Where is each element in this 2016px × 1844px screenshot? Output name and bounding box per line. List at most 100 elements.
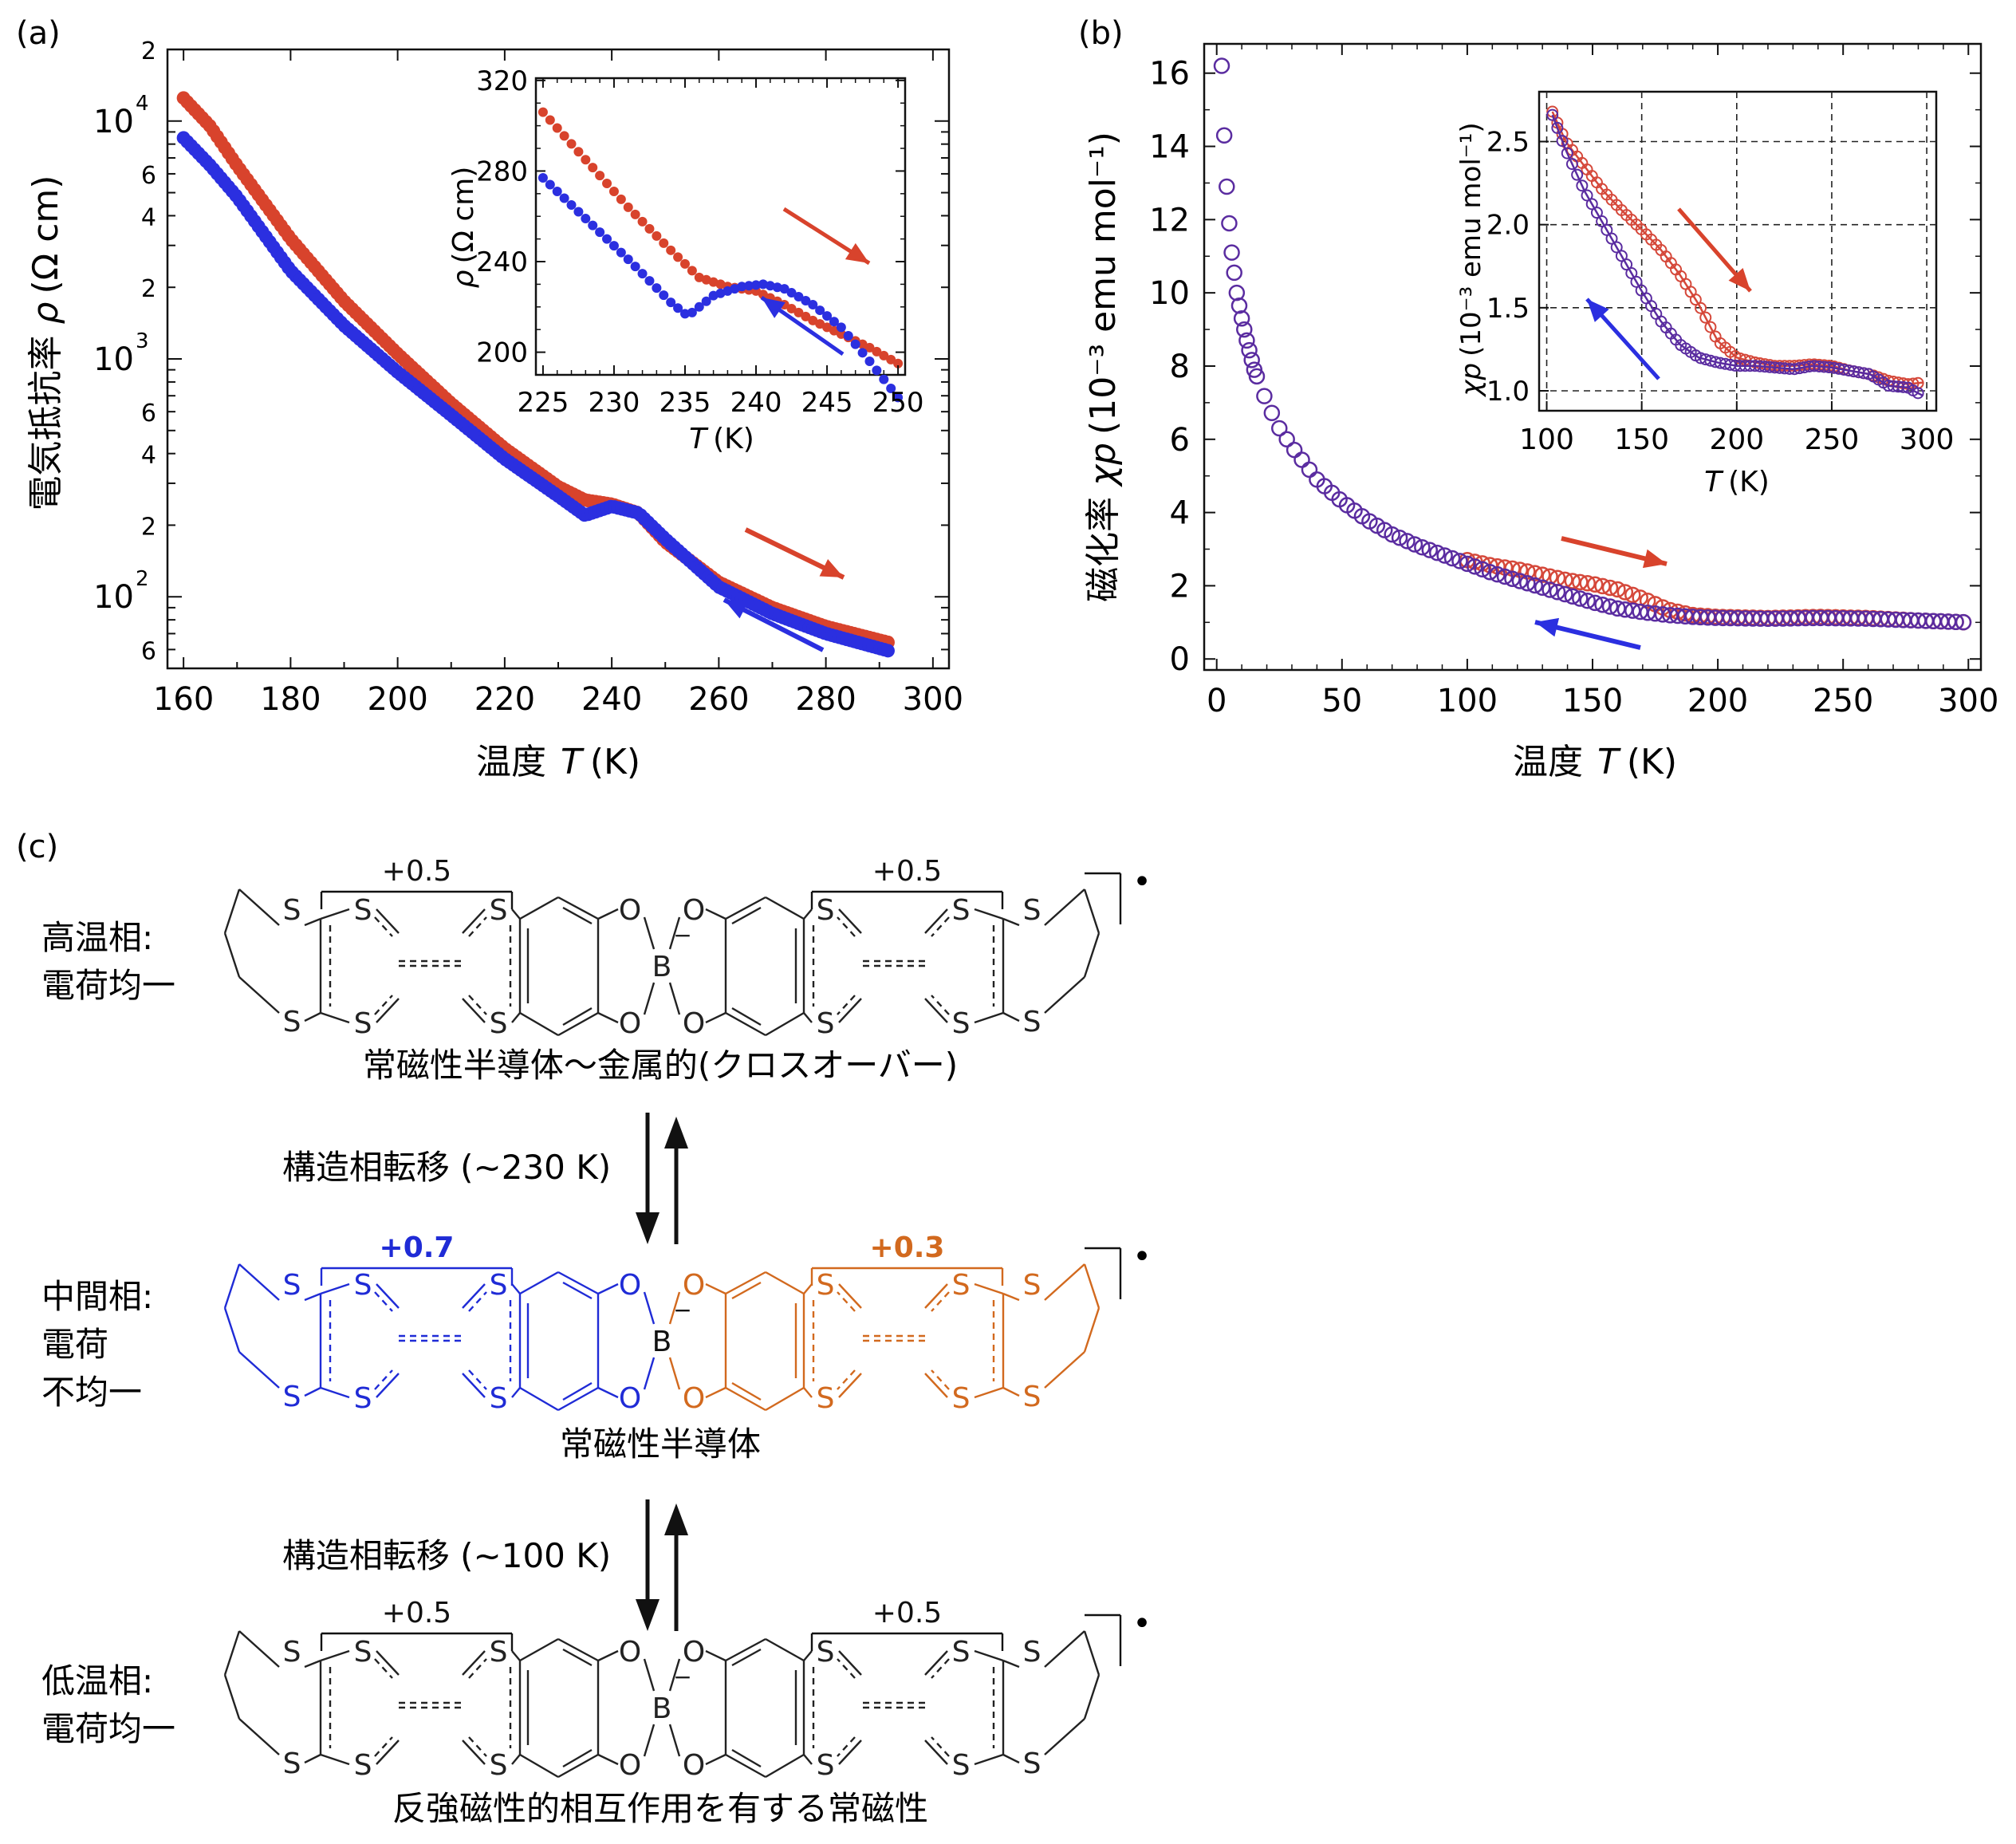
atom-label: O: [619, 894, 641, 927]
a-inset-point-cooling: [758, 279, 768, 290]
atom-label: S: [817, 1636, 835, 1669]
b-point-cooling: [1443, 550, 1461, 567]
bond: [803, 1283, 813, 1294]
bond: [519, 1753, 559, 1779]
bond: [924, 998, 948, 1023]
b-point-cooling: [1228, 284, 1246, 301]
transition-arrow-up-head: [664, 1117, 688, 1149]
a-ytick-label: 6: [141, 637, 156, 665]
a-inset-point-cooling: [793, 292, 804, 302]
bond: [731, 1648, 762, 1667]
bond: [705, 1386, 726, 1399]
a-ytick-label: 2: [141, 275, 156, 303]
bond: [374, 1291, 393, 1312]
bond: [1083, 932, 1101, 978]
charge-left-low: +0.5: [382, 1597, 451, 1629]
b-ytick-label: 8: [1170, 349, 1190, 385]
a-inset-point-cooling: [765, 281, 775, 291]
a-inset-point-heating: [687, 266, 697, 276]
bond: [837, 1369, 856, 1390]
a-inset-xtick-label: 230: [588, 387, 640, 419]
bond: [320, 1283, 350, 1295]
b-point-cooling: [1534, 579, 1551, 596]
b-point-cooling: [1511, 573, 1529, 589]
a-heating-arrow-head: [819, 558, 844, 577]
b-inset-heating-arrow-head: [1728, 268, 1750, 291]
b-point-cooling: [1436, 547, 1453, 564]
panel-a-label: (a): [16, 15, 61, 52]
a-inset-point-cooling: [608, 241, 619, 251]
bond: [643, 916, 656, 950]
a-ytick-decade: 10: [93, 104, 134, 140]
b-point-cooling: [1215, 127, 1233, 144]
phase-label: 電荷: [41, 1325, 108, 1364]
a-ytick-decade: 10: [93, 341, 134, 378]
a-inset-point-cooling: [588, 220, 598, 230]
bond: [1002, 1386, 1020, 1397]
a-xtick-label: 240: [581, 681, 642, 718]
radical-dot: •: [1132, 1606, 1152, 1642]
a-inset-point-heating: [815, 319, 825, 329]
bond: [731, 1381, 762, 1401]
bond: [924, 1650, 948, 1676]
bond: [668, 982, 681, 1015]
a-inset-point-cooling: [552, 186, 562, 196]
a-inset-point-cooling: [666, 297, 676, 308]
bond: [511, 1012, 521, 1023]
charge-right-mid: +0.3: [870, 1231, 945, 1264]
atom-label: S: [354, 1749, 372, 1782]
b-inset-ylabel: χp(10⁻³ emu mol⁻¹): [1455, 122, 1487, 397]
a-inset-point-heating: [673, 252, 683, 262]
bond: [238, 1630, 280, 1668]
atom-label: S: [354, 1007, 372, 1040]
b-xtick-label: 100: [1437, 683, 1498, 719]
atom-label: S: [354, 1269, 372, 1302]
bond: [304, 1659, 321, 1669]
b-point-heating: [1586, 576, 1604, 593]
a-inset-point-heating: [637, 216, 648, 227]
bond: [597, 1649, 619, 1662]
a-inset-point-cooling: [630, 262, 640, 272]
bond: [462, 1650, 486, 1676]
a-inset-point-heating: [581, 155, 591, 165]
b-inset-point-cooling: [1546, 108, 1559, 121]
bond: [643, 1658, 656, 1692]
bond: [511, 1754, 521, 1765]
bond: [562, 1281, 593, 1300]
a-inset-point-heating: [552, 123, 562, 133]
a-inset-point-cooling: [822, 311, 833, 321]
bond: [238, 1718, 280, 1755]
bond: [668, 1357, 681, 1390]
b-point-cooling: [1384, 526, 1400, 543]
a-inset-point-cooling: [850, 339, 860, 349]
bond: [1083, 889, 1101, 934]
b-point-cooling: [1947, 613, 1964, 630]
bond: [803, 908, 813, 920]
bond: [238, 1351, 280, 1389]
a-inset-point-cooling: [737, 282, 747, 292]
bond: [557, 1271, 599, 1295]
bond: [557, 1753, 599, 1779]
bond: [562, 906, 593, 925]
bond: [223, 1263, 241, 1309]
bond: [668, 1658, 681, 1692]
b-point-cooling: [1542, 581, 1558, 598]
bond: [511, 908, 521, 920]
bond: [731, 1281, 762, 1300]
chart-b-susceptibility: 0 50 100 150 200 250 300 0 2 4 6 8 10 12 14 16: [1149, 42, 1998, 719]
bond: [468, 1658, 487, 1679]
a-inset-point-cooling: [616, 247, 626, 258]
a-inset-point-heating: [666, 245, 676, 255]
b-inset-point-cooling: [1556, 135, 1569, 148]
bond: [1002, 1292, 1020, 1302]
a-inset-xtick-label: 250: [872, 387, 924, 419]
b-point-cooling: [1230, 297, 1248, 314]
bond: [837, 1658, 856, 1679]
a-ytick-label: 2: [141, 513, 156, 541]
a-inset-point-heating: [537, 107, 548, 117]
charge-left-mid: +0.7: [380, 1231, 455, 1264]
bond: [238, 1263, 280, 1301]
a-inset-point-cooling: [673, 303, 683, 313]
a-inset-point-cooling: [566, 200, 577, 211]
